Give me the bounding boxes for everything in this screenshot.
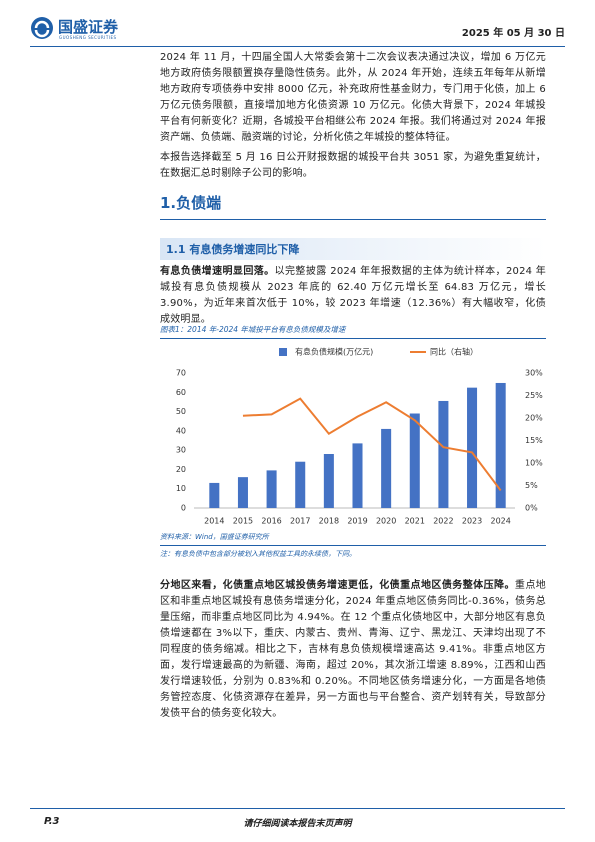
x-tick-label: 2014 — [204, 517, 224, 526]
date: 2025 年 05 月 30 日 — [461, 28, 565, 39]
section-heading: 1.负债端 — [160, 192, 546, 220]
bar — [266, 470, 277, 508]
y-tick-label: 50 — [176, 407, 186, 416]
figure-note: 注：有息负债中包含部分被划入其他权益工具的永续债，下同。 — [160, 550, 356, 558]
paragraph: 分地区来看，化债重点地区城投债务增速更低，化债重点地区债务整体压降。重点地区和非… — [160, 578, 546, 722]
legend-swatch — [279, 348, 287, 356]
x-tick-label: 2020 — [376, 517, 396, 526]
lead: 分地区来看，化债重点地区城投债务增速更低，化债重点地区债务整体压降。 — [160, 580, 515, 591]
y2-tick-label: 15% — [525, 436, 543, 445]
bar — [209, 482, 220, 508]
logo-icon — [31, 17, 53, 39]
x-tick-label: 2016 — [261, 517, 281, 526]
line — [242, 397, 502, 492]
lead: 有息负债增速明显回落。 — [160, 266, 275, 277]
x-tick-label: 2024 — [491, 517, 511, 526]
x-tick-label: 2022 — [433, 517, 453, 526]
y-tick-label: 20 — [176, 465, 186, 474]
y2-tick-label: 30% — [525, 369, 543, 378]
x-tick-label: 2023 — [462, 517, 482, 526]
bar — [495, 382, 506, 508]
header: 国盛证券 GUOSHENG SECURITIES 2025 年 05 月 30 … — [30, 14, 565, 47]
bar — [323, 454, 334, 508]
paragraph: 有息负债增速明显回落。以完整披露 2024 年年报数据的主体为统计样本，2024… — [160, 264, 546, 328]
y2-tick-label: 5% — [525, 481, 538, 490]
logo-text: 国盛证券 — [58, 18, 119, 36]
bar — [409, 413, 420, 508]
subsection-heading: 1.1 有息债务增速同比下降 — [160, 238, 546, 260]
page-number: P.3 — [44, 816, 60, 827]
x-tick-label: 2021 — [405, 517, 425, 526]
x-tick-label: 2015 — [233, 517, 253, 526]
logo-en: GUOSHENG SECURITIES — [59, 35, 117, 40]
x-tick-label: 2018 — [319, 517, 339, 526]
y-tick-label: 10 — [176, 484, 186, 493]
bar — [381, 428, 392, 508]
legend-label: 同比（右轴） — [430, 347, 478, 357]
x-tick-label: 2017 — [290, 517, 310, 526]
y-tick-label: 40 — [176, 426, 186, 435]
section-title: 1.负债端 — [160, 194, 222, 212]
figure-caption: 图表1：2014 年-2024 年城投平台有息负债规模及增速 — [160, 324, 546, 339]
figure-source: 资料来源：Wind，国盛证券研究所 — [160, 532, 546, 546]
y-tick-label: 30 — [176, 446, 186, 455]
footer: P.3 请仔细阅读本报告末页声明 — [30, 808, 565, 829]
bar — [467, 387, 478, 508]
y-tick-label: 70 — [176, 369, 186, 378]
bar — [352, 443, 363, 508]
y-tick-label: 60 — [176, 388, 186, 397]
legend-label: 有息负债规模(万亿元) — [295, 347, 373, 357]
y2-tick-label: 20% — [525, 414, 543, 423]
chart: 0 10 20 30 40 50 60 70 0% 5% 10% 15% 20% 25% 30% 2014 20… — [176, 347, 543, 526]
text: 以完整披露 2024 年年报数据的主体为统计样本，2024 年城投有息负债规模从… — [160, 266, 546, 325]
y2-tick-label: 25% — [525, 391, 543, 400]
paragraph: 本报告选择截至 5 月 16 日公开财报数据的城投平台共 3051 家，为避免重… — [160, 152, 546, 179]
y2-tick-label: 0% — [525, 504, 538, 513]
subsection-title: 1.1 有息债务增速同比下降 — [166, 243, 300, 256]
y2-tick-label: 10% — [525, 459, 543, 468]
x-tick-label: 2019 — [347, 517, 367, 526]
bar — [438, 400, 449, 508]
disclaimer: 请仔细阅读本报告末页声明 — [243, 819, 352, 829]
bar — [295, 461, 306, 508]
y-tick-label: 0 — [181, 504, 186, 513]
bar — [237, 477, 248, 508]
paragraph: 2024 年 11 月，十四届全国人大常委会第十二次会议表决通过决议，增加 6 … — [160, 52, 546, 143]
text: 重点地区和非重点地区城投有息债务增速分化，2024 年重点地区债务同比-0.36… — [160, 580, 546, 719]
